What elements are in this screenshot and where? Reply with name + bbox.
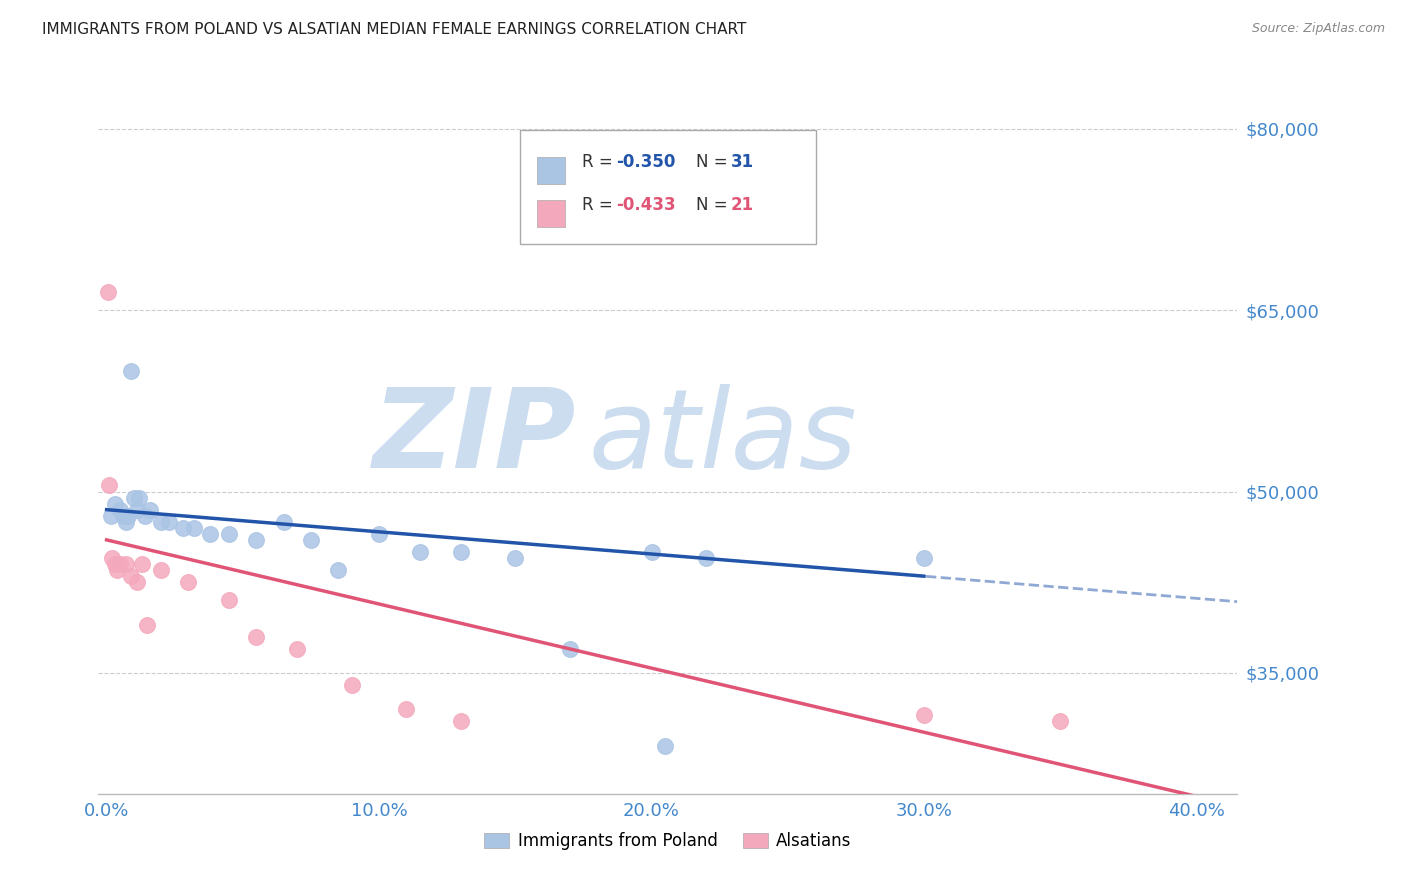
Text: -0.433: -0.433 — [617, 196, 676, 214]
Point — [218, 526, 240, 541]
Text: IMMIGRANTS FROM POLAND VS ALSATIAN MEDIAN FEMALE EARNINGS CORRELATION CHART: IMMIGRANTS FROM POLAND VS ALSATIAN MEDIA… — [42, 22, 747, 37]
Point — [100, 508, 122, 523]
Point — [110, 502, 132, 516]
Point — [1049, 714, 1071, 729]
Point — [117, 508, 139, 523]
Point — [150, 515, 173, 529]
Point — [104, 557, 127, 571]
Point — [912, 708, 935, 723]
Point — [122, 491, 145, 505]
Text: 31: 31 — [731, 153, 754, 171]
Point — [97, 285, 120, 299]
Point — [107, 563, 129, 577]
Point — [245, 533, 267, 547]
Point — [409, 545, 432, 559]
Point — [125, 575, 148, 590]
Text: ZIP: ZIP — [373, 384, 576, 491]
Text: atlas: atlas — [588, 384, 856, 491]
Point — [125, 502, 148, 516]
Point — [131, 557, 153, 571]
Point — [128, 491, 150, 505]
Point — [640, 545, 662, 559]
Point — [120, 569, 142, 583]
FancyBboxPatch shape — [520, 130, 815, 244]
Point — [273, 515, 295, 529]
Point — [172, 521, 194, 535]
Point — [110, 557, 132, 571]
Point — [285, 641, 308, 656]
Point — [558, 641, 581, 656]
Point — [114, 515, 136, 529]
Point — [120, 363, 142, 377]
Point — [328, 563, 350, 577]
Point — [695, 551, 717, 566]
Point — [101, 551, 124, 566]
Point — [134, 508, 156, 523]
Text: R =: R = — [582, 196, 619, 214]
Legend: Immigrants from Poland, Alsatians: Immigrants from Poland, Alsatians — [478, 826, 858, 857]
Point — [299, 533, 322, 547]
Text: N =: N = — [696, 196, 733, 214]
Point — [503, 551, 526, 566]
Text: 21: 21 — [731, 196, 754, 214]
Point — [395, 702, 418, 716]
Text: -0.350: -0.350 — [617, 153, 676, 171]
Text: R =: R = — [582, 153, 619, 171]
Point — [104, 497, 127, 511]
Point — [139, 502, 162, 516]
Point — [177, 575, 200, 590]
Point — [654, 739, 676, 753]
Point — [198, 526, 221, 541]
Point — [450, 714, 472, 729]
FancyBboxPatch shape — [537, 200, 565, 227]
Point — [136, 617, 159, 632]
FancyBboxPatch shape — [537, 157, 565, 184]
Point — [368, 526, 391, 541]
Text: N =: N = — [696, 153, 733, 171]
Point — [183, 521, 205, 535]
Point — [150, 563, 173, 577]
Point — [340, 678, 363, 692]
Point — [218, 593, 240, 607]
Point — [245, 630, 267, 644]
Point — [111, 508, 134, 523]
Point — [114, 557, 136, 571]
Point — [98, 478, 121, 492]
Point — [912, 551, 935, 566]
Text: Source: ZipAtlas.com: Source: ZipAtlas.com — [1251, 22, 1385, 36]
Point — [157, 515, 180, 529]
Point — [450, 545, 472, 559]
